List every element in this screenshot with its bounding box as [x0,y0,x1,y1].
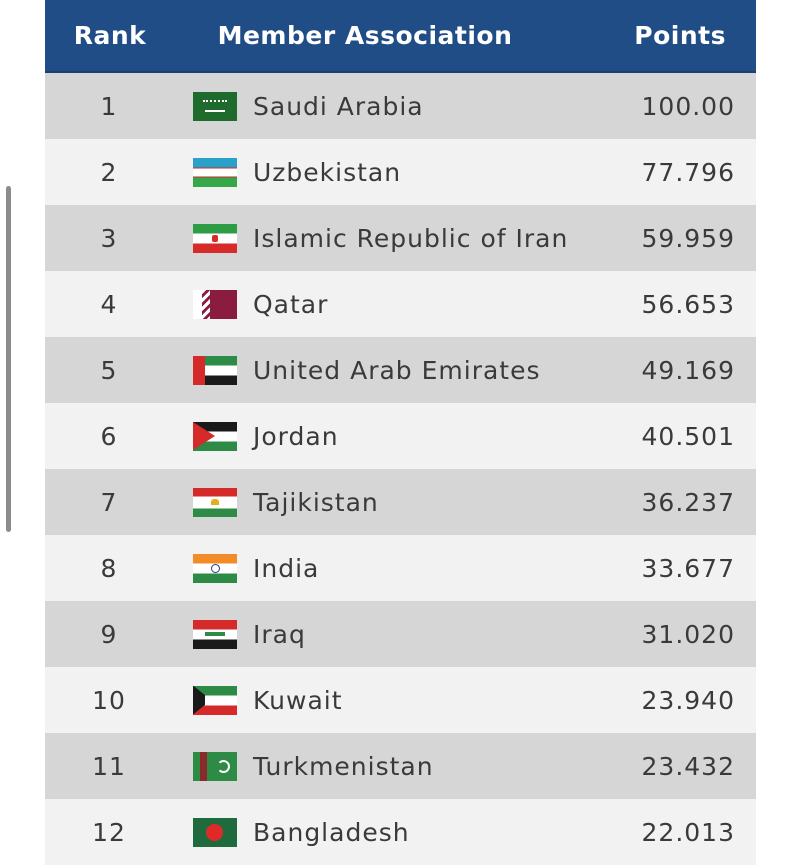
rank-cell: 9 [100,619,118,649]
table-row[interactable]: 11 Turkmenistan 23.432 [45,733,756,799]
india-flag-icon [193,553,237,583]
points-cell: 36.237 [641,487,735,517]
association-name: Jordan [253,421,339,451]
association-name: Turkmenistan [253,751,434,781]
association-name: Kuwait [253,685,343,715]
rank-cell: 2 [100,157,118,187]
association-name: Qatar [253,289,329,319]
table-row[interactable]: 1 Saudi Arabia 100.00 [45,73,756,139]
table-row[interactable]: 7 Tajikistan 36.237 [45,469,756,535]
rank-cell: 11 [92,751,126,781]
association-name: India [253,553,320,583]
points-cell: 100.00 [641,91,735,121]
points-cell: 56.653 [641,289,735,319]
uae-flag-icon [193,355,237,385]
rank-cell: 7 [100,487,118,517]
points-cell: 77.796 [641,157,735,187]
points-cell: 40.501 [641,421,735,451]
iran-flag-icon [193,223,237,253]
association-name: Islamic Republic of Iran [253,223,569,253]
table-row[interactable]: 4 Qatar 56.653 [45,271,756,337]
table-row[interactable]: 10 Kuwait 23.940 [45,667,756,733]
saudi-arabia-flag-icon [193,91,237,121]
rank-cell: 8 [100,553,118,583]
points-column-header[interactable]: Points [634,21,726,50]
rank-cell: 5 [100,355,118,385]
points-cell: 31.020 [641,619,735,649]
association-name: Tajikistan [253,487,379,517]
points-cell: 23.432 [641,751,735,781]
ranking-table: Rank Member Association Points 1 Saudi A… [45,0,756,865]
association-name: Iraq [253,619,306,649]
turkmenistan-flag-icon [193,751,237,781]
points-cell: 59.959 [641,223,735,253]
table-row[interactable]: 9 Iraq 31.020 [45,601,756,667]
rank-cell: 1 [100,91,118,121]
association-name: Bangladesh [253,817,410,847]
table-row[interactable]: 8 India 33.677 [45,535,756,601]
table-row[interactable]: 3 Islamic Republic of Iran 59.959 [45,205,756,271]
tajikistan-flag-icon [193,487,237,517]
scrollbar[interactable] [6,186,11,532]
table-row[interactable]: 5 United Arab Emirates 49.169 [45,337,756,403]
rank-cell: 12 [92,817,126,847]
association-name: Saudi Arabia [253,91,424,121]
points-cell: 33.677 [641,553,735,583]
table-row[interactable]: 6 Jordan 40.501 [45,403,756,469]
rank-column-header[interactable]: Rank [73,21,147,50]
points-cell: 22.013 [641,817,735,847]
table-row[interactable]: 2 Uzbekistan 77.796 [45,139,756,205]
kuwait-flag-icon [193,685,237,715]
jordan-flag-icon [193,421,237,451]
rank-cell: 4 [100,289,118,319]
table-row[interactable]: 12 Bangladesh 22.013 [45,799,756,865]
association-name: Uzbekistan [253,157,402,187]
rank-cell: 3 [100,223,118,253]
uzbekistan-flag-icon [193,157,237,187]
points-cell: 23.940 [641,685,735,715]
association-column-header[interactable]: Member Association [217,21,513,50]
association-name: United Arab Emirates [253,355,541,385]
qatar-flag-icon [193,289,237,319]
table-header: Rank Member Association Points [45,0,756,73]
rank-cell: 6 [100,421,118,451]
points-cell: 49.169 [641,355,735,385]
bangladesh-flag-icon [193,817,237,847]
iraq-flag-icon [193,619,237,649]
rank-cell: 10 [92,685,126,715]
